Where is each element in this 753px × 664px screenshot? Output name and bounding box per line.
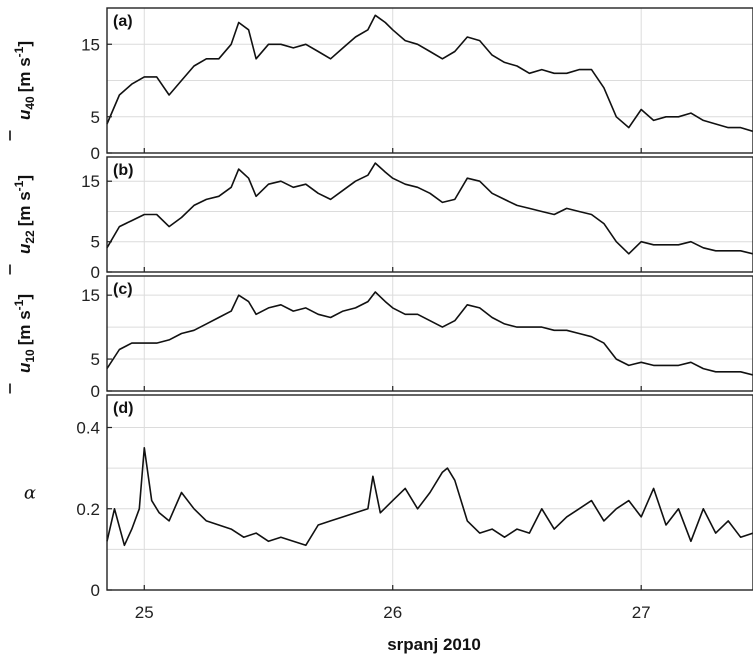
y-tick-label: 15 (81, 172, 100, 191)
ylabel-exponent: -1 (12, 46, 26, 57)
panel-c: (c) u10 [m s-1] 0 5 15 (9, 275, 753, 401)
ylabel-units: [m s (15, 191, 34, 226)
ylabel-units: [m s (15, 310, 34, 345)
y-tick-label: 0 (91, 581, 100, 600)
panel-d-frame (106, 394, 753, 591)
y-tick-label: 0 (91, 382, 100, 401)
x-tick-label: 27 (632, 603, 651, 622)
series-line-u10 (106, 291, 753, 376)
y-tick-label: 5 (91, 108, 100, 127)
series-line-u22 (106, 162, 753, 255)
ylabel-subscript: 10 (23, 349, 37, 363)
series-line-u40 (106, 14, 753, 133)
panel-c-frame (106, 275, 753, 392)
ylabel-units: [m s (15, 57, 34, 92)
panel-d: (d) α 0 0.2 0.4 (24, 394, 753, 600)
y-axis-label-u40: u40 [m s-1] (12, 41, 37, 120)
panel-label-a: (a) (113, 13, 133, 30)
ylabel-close: ] (15, 41, 34, 47)
ylabel-exponent: -1 (12, 299, 26, 310)
y-axis-label-u22: u22 [m s-1] (12, 175, 37, 254)
ylabel-subscript: 40 (23, 96, 37, 110)
panel-label-c: (c) (113, 281, 133, 298)
x-axis-ticks: 25 26 27 (135, 148, 651, 622)
ylabel-exponent: -1 (12, 180, 26, 191)
y-tick-label: 15 (81, 35, 100, 54)
panel-label-b: (b) (113, 162, 133, 179)
y-tick-label: 5 (91, 233, 100, 252)
series-line-alpha (106, 447, 753, 547)
ylabel-symbol: u (15, 109, 34, 120)
y-tick-label: 0 (91, 144, 100, 163)
y-tick-label: 0.4 (76, 419, 100, 438)
ylabel-subscript: 22 (23, 230, 37, 244)
x-tick-label: 26 (383, 603, 402, 622)
panel-a: (a) u40 [m s-1] 0 5 15 (9, 7, 753, 163)
ylabel-close: ] (15, 175, 34, 181)
panel-b-frame (106, 156, 753, 273)
y-axis-label-u10: u10 [m s-1] (12, 294, 37, 373)
x-axis-label: srpanj 2010 (387, 635, 481, 654)
y-tick-label: 15 (81, 286, 100, 305)
ylabel-symbol: u (15, 362, 34, 373)
panel-a-frame (106, 7, 753, 154)
panel-label-d: (d) (113, 400, 133, 417)
ylabel-close: ] (15, 294, 34, 300)
panel-b: (b) u22 [m s-1] 0 5 15 (9, 156, 753, 282)
x-tick-label: 25 (135, 603, 154, 622)
y-tick-label: 0.2 (76, 500, 100, 519)
ylabel-symbol: u (15, 243, 34, 254)
y-tick-label: 0 (91, 263, 100, 282)
y-tick-label: 5 (91, 350, 100, 369)
y-axis-label-alpha: α (24, 483, 36, 504)
